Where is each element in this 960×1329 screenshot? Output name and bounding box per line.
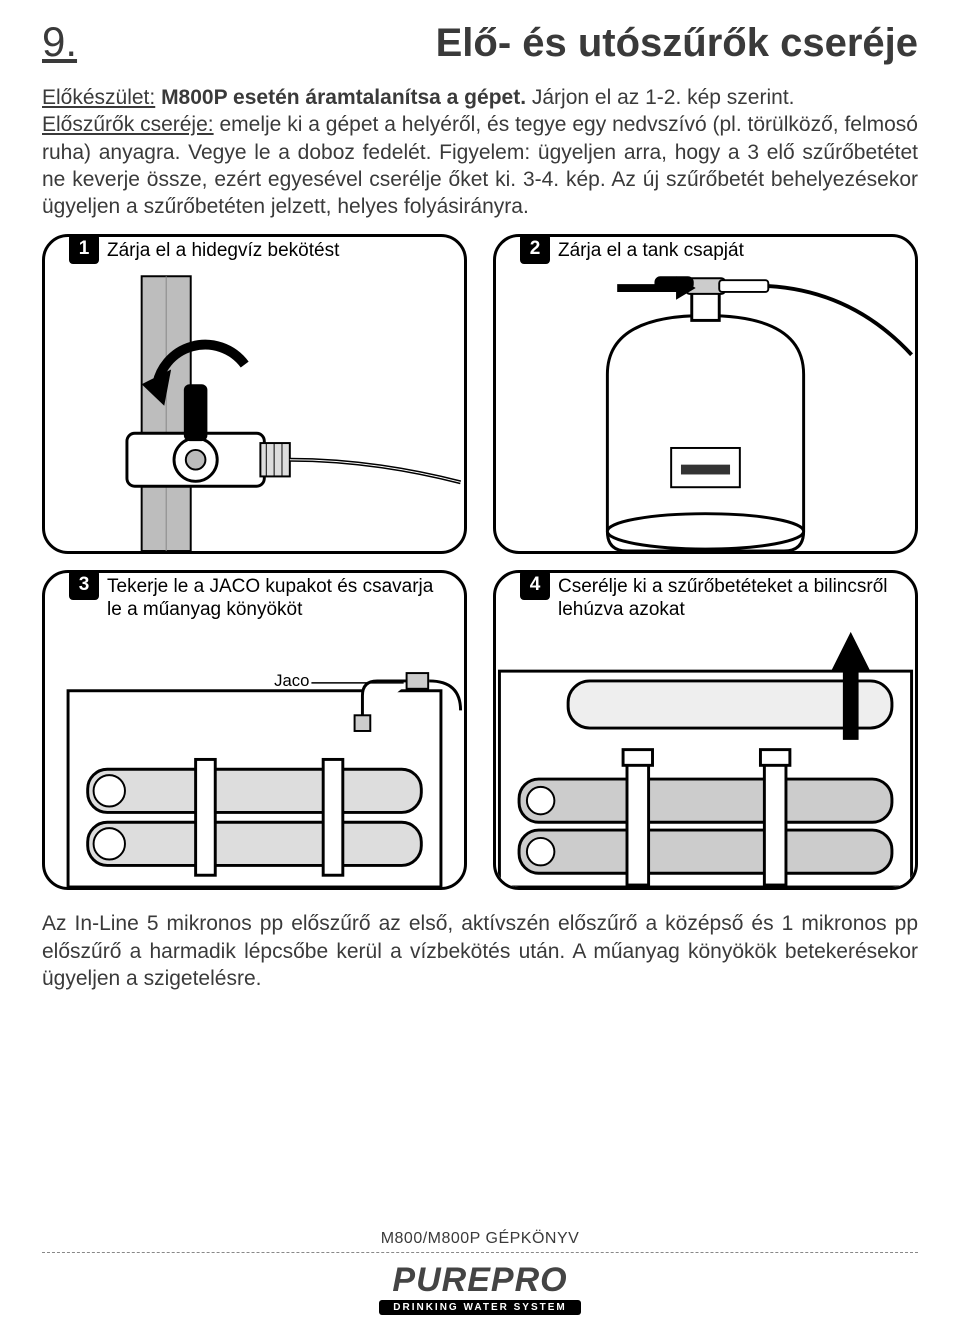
prep-label: Előkészület: xyxy=(42,86,155,109)
filter-label: Előszűrők cseréje: xyxy=(42,113,214,136)
footer-book-title: M800/M800P GÉPKÖNYV xyxy=(42,1230,918,1248)
panel-1: 1 Zárja el a hidegvíz bekötést xyxy=(42,234,467,554)
panel-1-illustration xyxy=(45,237,464,551)
section-number: 9. xyxy=(42,18,77,66)
header: 9. Elő- és utószűrők cseréje xyxy=(42,18,918,66)
page-footer: M800/M800P GÉPKÖNYV PUREPRO DRINKING WAT… xyxy=(42,1230,918,1315)
panel-2-caption: Zárja el a tank csapját xyxy=(558,240,903,263)
jaco-annotation: Jaco xyxy=(274,671,309,690)
footer-divider xyxy=(42,1252,918,1253)
brand-logo: PUREPRO DRINKING WATER SYSTEM xyxy=(42,1261,918,1315)
panel-4-caption: Cserélje ki a szűrőbetéteket a bilincsrő… xyxy=(558,576,903,622)
instruction-panels: 1 Zárja el a hidegvíz bekötést 2 Zárja e… xyxy=(42,234,918,890)
logo-text: PUREPRO xyxy=(392,1261,567,1300)
panel-3: Jaco 3 Tekerje le a JACO kupakot és csav… xyxy=(42,570,467,890)
panel-2-badge: 2 xyxy=(520,234,550,264)
panel-4: 4 Cserélje ki a szűrőbetéteket a bilincs… xyxy=(493,570,918,890)
panel-2-illustration xyxy=(496,237,915,551)
panel-3-caption: Tekerje le a JACO kupakot és csavarja le… xyxy=(107,576,452,622)
panel-4-badge: 4 xyxy=(520,570,550,600)
prep-rest: Járjon el az 1-2. kép szerint. xyxy=(526,86,794,109)
section-title: Elő- és utószűrők cseréje xyxy=(436,21,918,66)
intro-paragraph: Előkészület: M800P esetén áramtalanítsa … xyxy=(42,84,918,220)
panel-1-caption: Zárja el a hidegvíz bekötést xyxy=(107,240,452,263)
logo-tagline: DRINKING WATER SYSTEM xyxy=(379,1300,580,1315)
panel-2: 2 Zárja el a tank csapját xyxy=(493,234,918,554)
prep-bold: M800P esetén áramtalanítsa a gépet. xyxy=(155,86,526,109)
panel-1-badge: 1 xyxy=(69,234,99,264)
panel-3-badge: 3 xyxy=(69,570,99,600)
outro-paragraph: Az In-Line 5 mikronos pp előszűrő az els… xyxy=(42,910,918,992)
